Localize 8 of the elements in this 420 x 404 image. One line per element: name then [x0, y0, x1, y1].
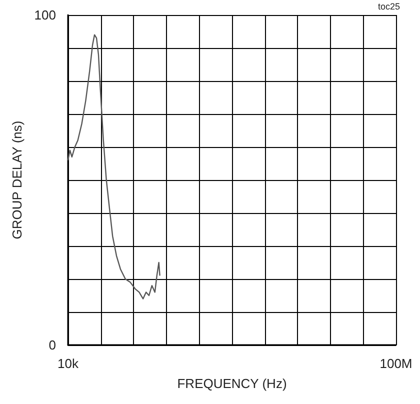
- x-tick-label: 10k: [58, 356, 79, 371]
- x-tick-label: 100M: [380, 356, 412, 371]
- line-series: [67, 34, 160, 300]
- y-tick-label: 100: [34, 8, 56, 22]
- text: toc25: [378, 2, 400, 12]
- y-axis-title: GROUP DELAY (ns): [9, 120, 24, 240]
- x-axis-title: FREQUENCY (Hz): [177, 376, 287, 391]
- y-tick-label: 0: [48, 338, 56, 352]
